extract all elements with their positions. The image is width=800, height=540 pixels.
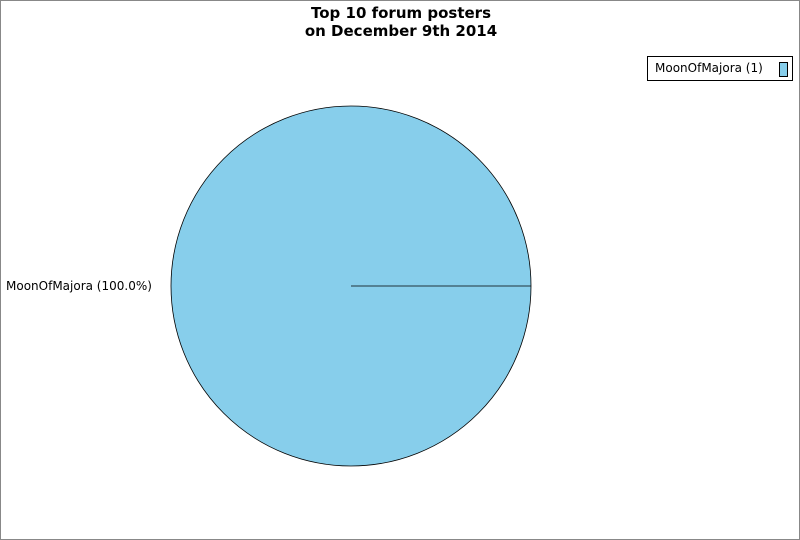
chart-title: Top 10 forum posters on December 9th 201… <box>1 4 799 40</box>
legend-swatch <box>779 62 788 77</box>
pie-slice-label: MoonOfMajora (100.0%) <box>6 279 152 293</box>
legend-label: MoonOfMajora (1) <box>655 61 763 75</box>
chart-title-line-2: on December 9th 2014 <box>304 22 498 40</box>
chart-title-line-1: Top 10 forum posters <box>311 4 491 22</box>
legend: MoonOfMajora (1) <box>647 56 793 81</box>
